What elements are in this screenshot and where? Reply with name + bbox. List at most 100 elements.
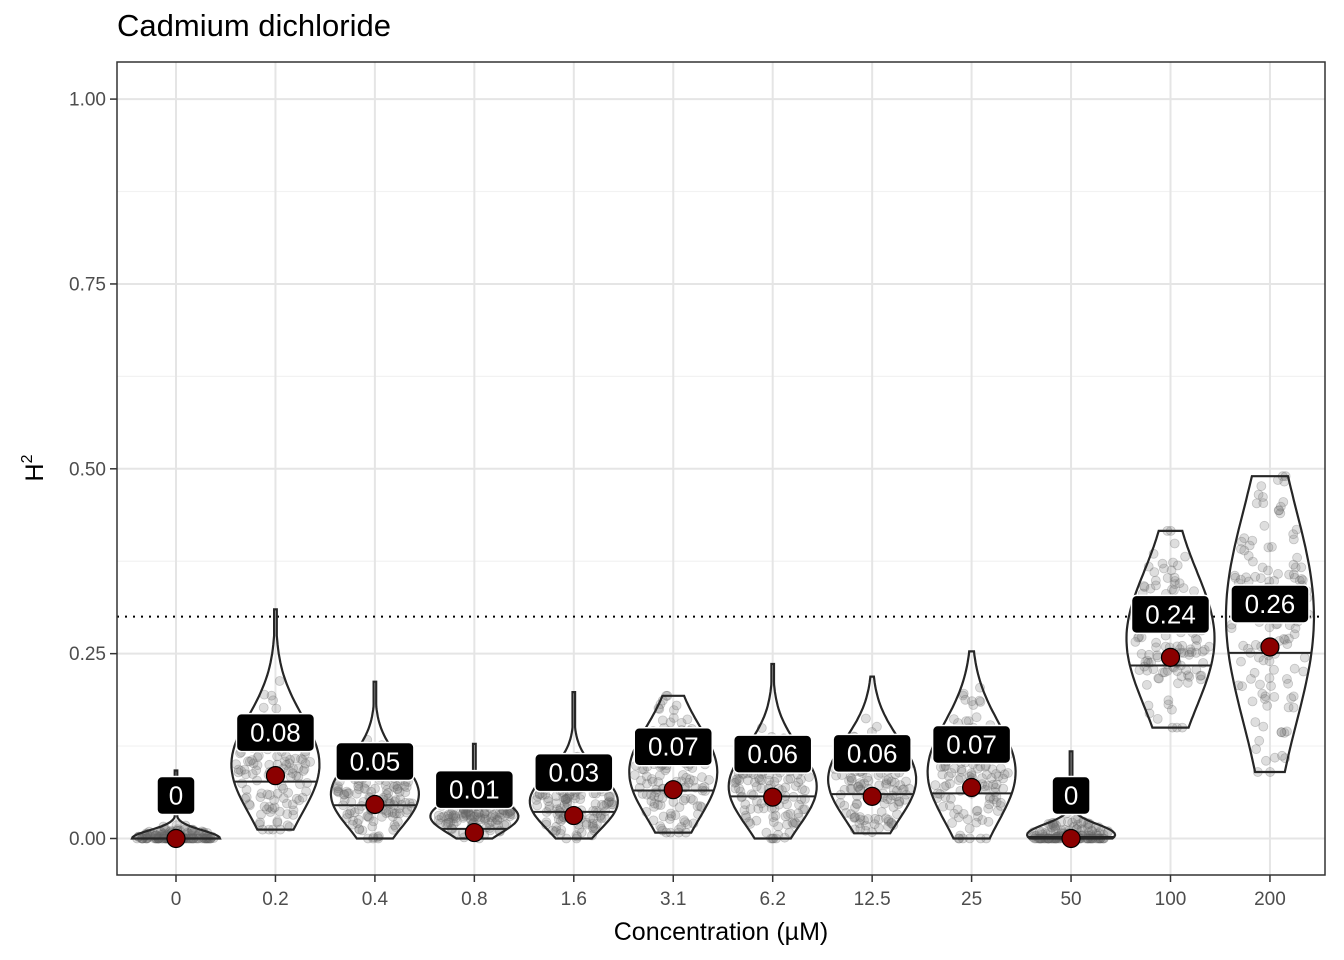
jitter-point	[1077, 825, 1088, 836]
jitter-point	[588, 823, 598, 833]
jitter-point	[288, 763, 299, 774]
jitter-point	[740, 810, 751, 821]
jitter-point	[333, 781, 343, 792]
jitter-point	[367, 821, 378, 832]
jitter-point	[852, 799, 862, 810]
jitter-point	[333, 787, 344, 798]
value-label-box-0	[156, 775, 196, 816]
jitter-point	[401, 807, 412, 818]
jitter-point	[991, 797, 1002, 808]
jitter-point	[259, 801, 270, 812]
jitter-point	[1289, 663, 1300, 674]
jitter-point	[1264, 656, 1275, 667]
jitter-point	[1184, 647, 1195, 658]
jitter-point	[937, 769, 948, 780]
jitter-point	[668, 713, 679, 723]
jitter-point	[863, 775, 874, 786]
jitter-point	[987, 764, 998, 775]
jitter-point	[870, 813, 881, 824]
jitter-point	[1180, 551, 1190, 562]
jitter-point	[352, 818, 363, 829]
x-tick-label: 0.2	[262, 889, 288, 910]
jitter-point	[1280, 634, 1290, 645]
jitter-point	[341, 786, 352, 797]
jitter-point	[676, 822, 687, 832]
jitter-point	[1246, 674, 1256, 684]
jitter-point	[588, 821, 598, 832]
jitter-point	[1257, 562, 1268, 573]
jitter-point	[1253, 489, 1264, 500]
y-tick-label: 0.25	[69, 644, 106, 665]
jitter-point	[561, 793, 572, 804]
jitter-point	[562, 799, 573, 809]
jitter-point	[543, 793, 553, 804]
jitter-point	[649, 791, 660, 802]
jitter-point	[1182, 677, 1193, 688]
jitter-point	[296, 754, 306, 764]
jitter-point	[1086, 825, 1097, 836]
jitter-point	[1158, 667, 1168, 678]
jitter-point	[692, 801, 703, 811]
jitter-point	[605, 791, 616, 802]
jitter-point	[894, 797, 905, 807]
jitter-point	[603, 797, 614, 808]
jitter-point	[1191, 648, 1201, 658]
jitter-point	[288, 805, 299, 816]
jitter-point	[551, 825, 562, 836]
jitter-point	[958, 809, 969, 819]
jitter-point	[606, 799, 617, 810]
jitter-point	[853, 782, 863, 792]
jitter-point	[1170, 576, 1180, 586]
chart-title: Cadmium dichloride	[117, 8, 391, 43]
jitter-point	[974, 695, 985, 706]
jitter-point	[475, 814, 486, 825]
jitter-point	[739, 805, 750, 816]
jitter-point	[599, 813, 610, 823]
jitter-point	[1229, 570, 1240, 581]
jitter-point	[387, 807, 398, 818]
jitter-point	[450, 811, 461, 821]
jitter-point	[1244, 540, 1255, 551]
jitter-point	[298, 766, 309, 776]
jitter-point	[233, 764, 244, 775]
jitter-point	[1195, 671, 1206, 681]
jitter-point	[1153, 673, 1164, 684]
jitter-point	[300, 758, 311, 769]
jitter-point	[448, 811, 459, 821]
jitter-point	[793, 808, 804, 819]
jitter-point	[901, 776, 911, 787]
jitter-point	[1243, 550, 1254, 561]
jitter-point	[981, 769, 992, 780]
jitter-point	[156, 827, 167, 838]
jitter-point	[646, 774, 657, 784]
jitter-point	[859, 815, 869, 826]
jitter-point	[1236, 656, 1246, 667]
jitter-point	[305, 757, 316, 767]
point-estimate-0.8	[464, 822, 484, 843]
jitter-point	[1290, 562, 1301, 573]
jitter-point	[1168, 557, 1178, 568]
jitter-point	[1289, 629, 1300, 640]
jitter-point	[849, 812, 860, 823]
jitter-point	[465, 809, 476, 820]
jitter-point	[683, 777, 694, 788]
jitter-point	[874, 780, 885, 791]
jitter-point	[1278, 497, 1289, 507]
jitter-point	[1255, 573, 1266, 584]
jitter-point	[680, 817, 690, 828]
jitter-point	[1162, 573, 1173, 583]
jitter-point	[946, 768, 957, 778]
jitter-point	[685, 774, 695, 785]
jitter-point	[1136, 649, 1147, 659]
jitter-point	[493, 820, 504, 831]
jitter-point	[597, 799, 607, 810]
jitter-point	[1163, 699, 1174, 710]
jitter-point	[1236, 574, 1246, 585]
jitter-point	[1151, 642, 1161, 653]
jitter-point	[262, 789, 273, 800]
jitter-point	[756, 783, 767, 794]
jitter-point	[368, 816, 379, 827]
jitter-point	[391, 808, 402, 819]
jitter-point	[233, 767, 244, 778]
jitter-point	[773, 821, 784, 832]
